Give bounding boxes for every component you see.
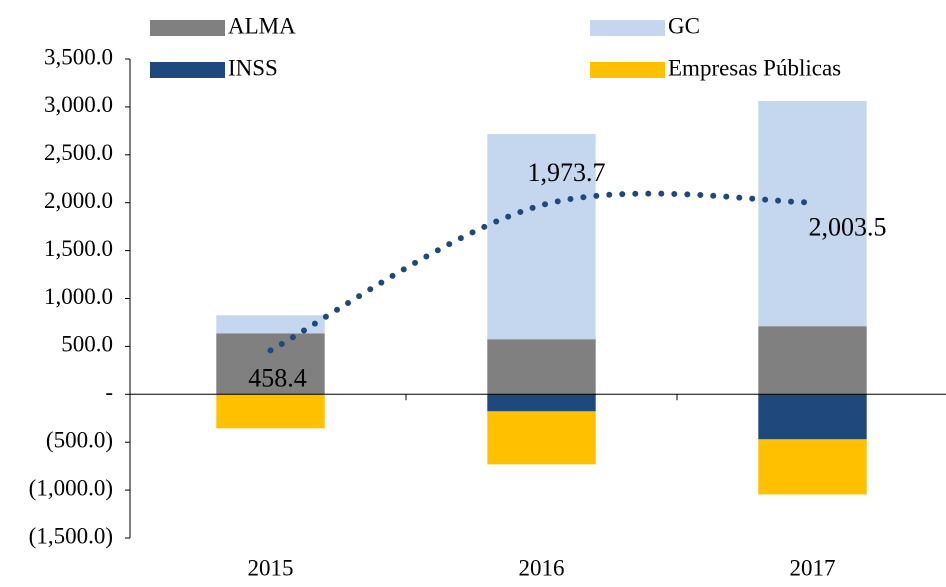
y-tick-label: 3,000.0 [44, 92, 113, 117]
legend-label: INSS [228, 55, 278, 80]
legend-label: Empresas Públicas [668, 55, 841, 80]
y-tick-label: 1,000.0 [44, 284, 113, 309]
legend-swatch [150, 20, 225, 36]
legend-swatch [150, 62, 225, 78]
x-tick-label: 2016 [519, 555, 565, 580]
y-tick-label: (500.0) [46, 427, 113, 452]
data-label: 1,973.7 [528, 158, 606, 187]
y-tick-label: - [105, 380, 113, 405]
x-tick-label: 2017 [790, 555, 836, 580]
legend-swatch [590, 62, 665, 78]
bar [216, 333, 325, 395]
y-tick-label: 2,500.0 [44, 140, 113, 165]
bar [758, 394, 867, 440]
legend-label: GC [668, 13, 700, 38]
bar [758, 439, 867, 495]
y-tick-label: 1,500.0 [44, 236, 113, 261]
bar [216, 315, 325, 334]
bar [758, 326, 867, 395]
bar [758, 100, 867, 327]
legend-swatch [590, 20, 665, 36]
y-tick-label: 3,500.0 [44, 44, 113, 69]
y-tick-label: 500.0 [61, 332, 113, 357]
x-tick-label: 2015 [248, 555, 294, 580]
legend-label: ALMA [228, 13, 296, 38]
bar [487, 411, 596, 465]
y-tick-label: (1,000.0) [29, 475, 113, 500]
bar [487, 394, 596, 412]
data-label: 458.4 [248, 363, 307, 392]
bar [487, 134, 596, 340]
data-label: 2,003.5 [809, 212, 887, 241]
y-tick-label: (1,500.0) [29, 523, 113, 548]
y-tick-label: 2,000.0 [44, 188, 113, 213]
bar [216, 394, 325, 429]
bar [487, 339, 596, 395]
